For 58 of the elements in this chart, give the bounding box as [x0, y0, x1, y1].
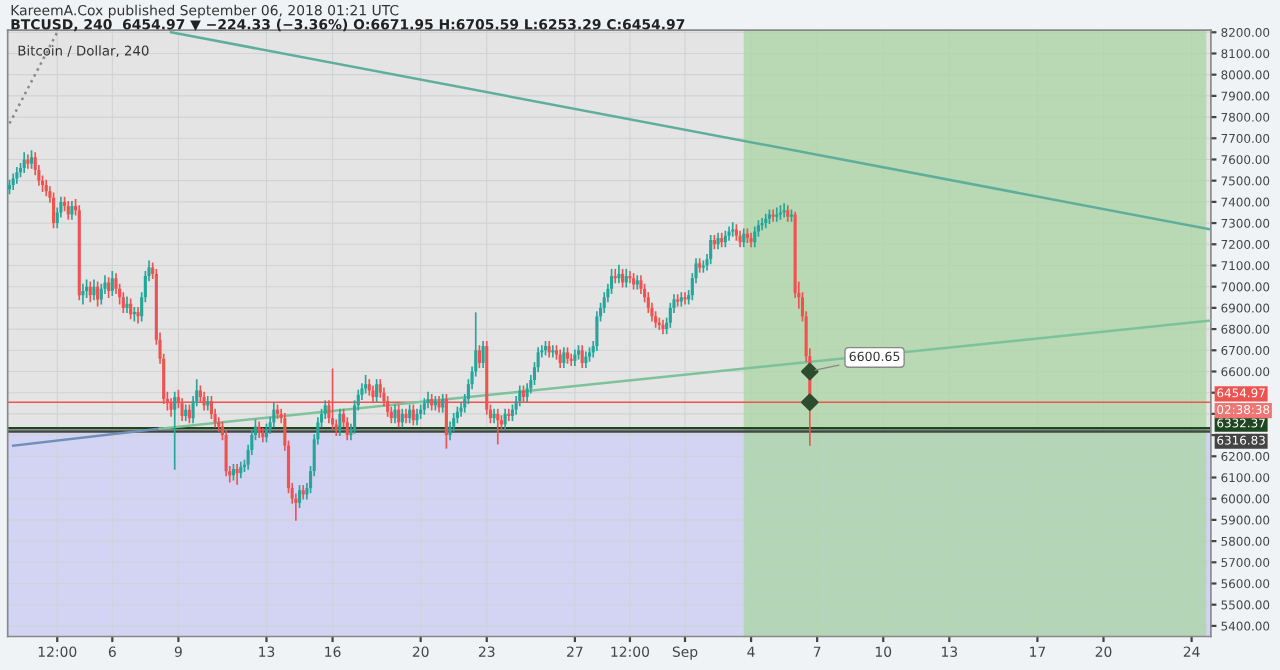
candlestick — [261, 427, 265, 443]
candlestick — [727, 226, 731, 241]
candlestick — [52, 192, 56, 229]
candlestick — [419, 404, 423, 419]
candlestick — [26, 154, 30, 169]
candlestick — [121, 292, 125, 313]
candlestick — [404, 408, 408, 424]
candlestick — [481, 340, 485, 369]
candlestick — [345, 417, 349, 441]
candlestick — [753, 226, 757, 248]
candlestick — [411, 404, 415, 426]
candlestick — [217, 417, 221, 432]
candlestick — [338, 408, 342, 436]
candlestick — [477, 345, 481, 369]
candlestick — [668, 302, 672, 328]
candlestick — [698, 258, 702, 273]
candlestick — [624, 268, 628, 288]
candlestick — [720, 232, 724, 248]
candlestick — [617, 264, 621, 284]
candlestick — [459, 402, 463, 417]
candlestick — [235, 463, 239, 485]
candlestick — [92, 279, 96, 301]
candlestick — [595, 311, 599, 352]
candlestick — [81, 283, 85, 305]
candlestick — [272, 402, 276, 428]
candlestick — [503, 408, 507, 430]
candlestick — [99, 283, 103, 305]
candlestick — [107, 277, 111, 299]
candlestick — [562, 347, 566, 369]
candlestick — [496, 408, 500, 445]
candlestick — [635, 275, 639, 290]
candlestick — [492, 408, 496, 424]
candlestick — [301, 485, 305, 500]
candlestick — [173, 391, 177, 470]
candlestick — [129, 298, 133, 320]
candlestick — [683, 292, 687, 305]
candlestick — [679, 292, 683, 307]
candlestick — [426, 391, 430, 409]
candlestick — [518, 385, 522, 407]
candlestick — [22, 152, 26, 174]
candlestick — [125, 296, 129, 313]
candlestick — [88, 281, 92, 303]
candlestick — [764, 213, 768, 229]
candlestick — [610, 268, 614, 294]
candlestick — [646, 292, 650, 313]
candlestick — [110, 271, 114, 296]
candlestick — [136, 307, 140, 324]
candlestick — [224, 430, 228, 477]
candlestick — [709, 234, 713, 265]
candlestick — [602, 292, 606, 313]
candlestick — [749, 232, 753, 248]
candlestick — [661, 319, 665, 335]
candlestick — [580, 345, 584, 369]
candlestick — [206, 396, 210, 411]
candlestick — [731, 222, 735, 237]
candlestick — [96, 281, 100, 307]
candlestick — [297, 485, 302, 509]
candlestick — [375, 379, 379, 403]
